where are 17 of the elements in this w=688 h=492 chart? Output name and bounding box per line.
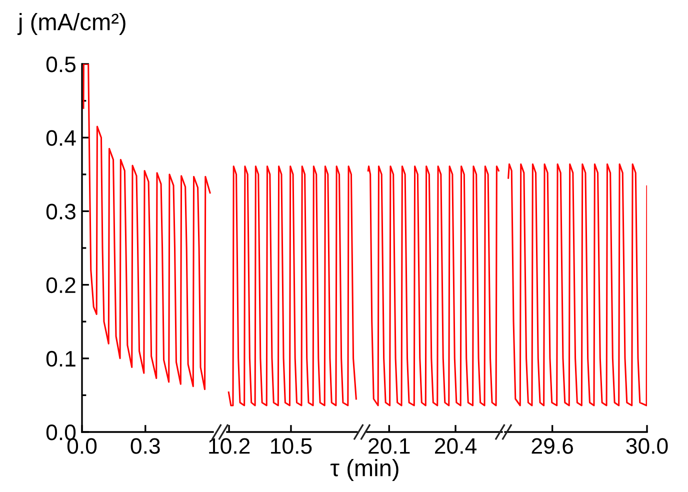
x-tick-label: 30.0 — [626, 438, 668, 454]
x-tick-label: 10.5 — [271, 438, 312, 454]
x-tick-label: 0.3 — [130, 438, 160, 454]
y-tick-label: 0.1 — [46, 350, 76, 367]
x-tick-label: 10.2 — [209, 438, 250, 454]
y-tick-label: 0.5 — [46, 56, 76, 72]
y-tick-label: 0.3 — [46, 204, 76, 220]
y-tick-label: 0.0 — [46, 424, 76, 440]
y-tick-label: 0.4 — [46, 130, 76, 146]
y-axis-title: j (mA/cm²) — [17, 12, 126, 36]
y-tick-label: 0.2 — [46, 277, 76, 294]
x-axis-title: τ (min) — [330, 458, 398, 481]
x-tick-label: 29.6 — [532, 438, 573, 454]
x-tick-label: 0.0 — [67, 438, 97, 454]
x-tick-label: 20.4 — [435, 438, 476, 454]
x-tick-label: 20.1 — [368, 438, 410, 454]
line-series — [82, 64, 211, 390]
